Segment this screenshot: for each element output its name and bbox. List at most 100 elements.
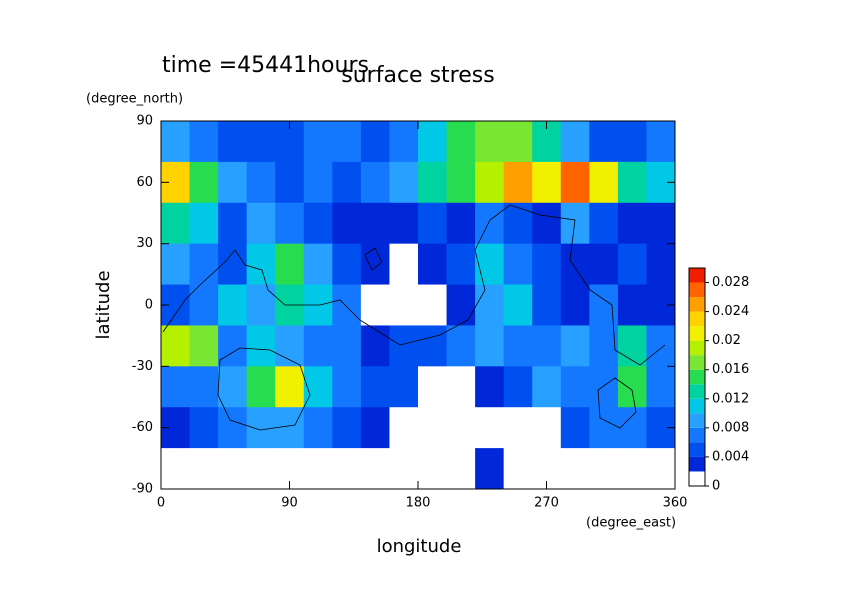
contour-cell xyxy=(303,325,333,367)
colorbar-segment xyxy=(689,427,705,443)
contour-cell xyxy=(532,243,562,286)
contour-cell xyxy=(189,243,219,286)
y-units: (degree_north) xyxy=(86,92,183,107)
contour-cell xyxy=(503,325,533,367)
contour-cell xyxy=(332,325,362,367)
contour-cell xyxy=(360,407,390,449)
contour-cell xyxy=(503,243,533,286)
contour-cell xyxy=(589,448,619,490)
contour-cell xyxy=(617,407,647,449)
contour-cell xyxy=(646,243,676,286)
contour-cell xyxy=(560,243,590,286)
contour-cell xyxy=(617,325,647,367)
contour-cell xyxy=(418,202,448,245)
chart-title: surface stress xyxy=(341,63,494,88)
x-tick-label: 0 xyxy=(157,496,165,511)
contour-cell xyxy=(275,407,305,449)
contour-cell xyxy=(446,243,476,286)
colorbar-tick-label: 0.008 xyxy=(712,420,749,435)
contour-cell xyxy=(560,284,590,326)
coastlines xyxy=(162,204,666,431)
contour-cell xyxy=(246,121,276,163)
colorbar-segment xyxy=(689,311,705,327)
contour-cell xyxy=(617,448,647,490)
contour-cell xyxy=(617,202,647,245)
colorbar-segment xyxy=(689,398,705,414)
contour-cell xyxy=(246,407,276,449)
contour-cell xyxy=(332,161,362,204)
contour-cell xyxy=(532,325,562,367)
contour-cell xyxy=(418,161,448,204)
contour-cell xyxy=(475,284,505,326)
contour-cell xyxy=(389,121,419,163)
contour-cell xyxy=(646,366,676,408)
contour-cell xyxy=(389,243,419,286)
contour-cell xyxy=(161,448,191,490)
contour-cell xyxy=(503,448,533,490)
axes: 0 90 180 270 360 -90 -60 -30 0 30 60 90 xyxy=(132,114,688,511)
contour-cell xyxy=(189,325,219,367)
contour-cell xyxy=(303,121,333,163)
contour-cell xyxy=(560,366,590,408)
contour-cell xyxy=(503,366,533,408)
contour-cell xyxy=(332,202,362,245)
contour-cell xyxy=(332,121,362,163)
contour-cell xyxy=(218,407,248,449)
contour-cell xyxy=(218,448,248,490)
colorbar-segment xyxy=(689,268,705,283)
contour-cell xyxy=(189,121,219,163)
contour-cell xyxy=(418,366,448,408)
y-tick-label: -30 xyxy=(132,359,153,374)
colorbar-tick-label: 0.004 xyxy=(712,449,749,464)
subtitle: time =45441hours xyxy=(162,53,369,78)
contour-cell xyxy=(218,366,248,408)
contour-cell xyxy=(446,366,476,408)
contour-cell xyxy=(360,325,390,367)
contour-cell xyxy=(189,202,219,245)
x-axis-label: longitude xyxy=(377,536,462,557)
contour-cell xyxy=(503,121,533,163)
contour-cell xyxy=(189,366,219,408)
contour-cell xyxy=(161,243,191,286)
contour-cell xyxy=(446,448,476,490)
contour-cell xyxy=(303,407,333,449)
colorbar-segment xyxy=(689,282,705,298)
contour-cell xyxy=(275,325,305,367)
contour-cell xyxy=(303,202,333,245)
contour-cell xyxy=(246,366,276,408)
contour-cell xyxy=(303,243,333,286)
y-tick-label: 30 xyxy=(136,236,153,251)
contour-cell xyxy=(475,161,505,204)
contour-cell xyxy=(532,161,562,204)
contour-cell xyxy=(646,325,676,367)
colorbar-tick-label: 0.016 xyxy=(712,362,749,377)
contour-cell xyxy=(275,366,305,408)
contour-cell xyxy=(560,202,590,245)
contour-cell xyxy=(418,284,448,326)
coastline xyxy=(217,347,311,431)
contour-cell xyxy=(560,325,590,367)
x-tick-label: 360 xyxy=(663,496,688,511)
contour-cell xyxy=(332,407,362,449)
contour-cell xyxy=(246,243,276,286)
y-tick-label: 60 xyxy=(136,175,153,190)
contour-cell xyxy=(218,325,248,367)
contour-field xyxy=(161,121,676,490)
contour-cell xyxy=(218,284,248,326)
colorbar-tick-label: 0 xyxy=(712,479,720,494)
colorbar-segment xyxy=(689,413,705,428)
contour-cell xyxy=(246,325,276,367)
contour-cell xyxy=(532,202,562,245)
coastline xyxy=(162,204,666,366)
colorbar-segment xyxy=(689,340,705,356)
contour-cell xyxy=(275,243,305,286)
contour-cell xyxy=(161,202,191,245)
contour-cell xyxy=(418,407,448,449)
contour-cell xyxy=(360,161,390,204)
contour-cell xyxy=(360,284,390,326)
contour-cell xyxy=(332,448,362,490)
colorbar: 0 0.004 0.008 0.012 0.016 0.02 0.024 0.028 xyxy=(688,267,749,494)
contour-cell xyxy=(360,121,390,163)
contour-cell xyxy=(589,366,619,408)
contour-cell xyxy=(246,202,276,245)
